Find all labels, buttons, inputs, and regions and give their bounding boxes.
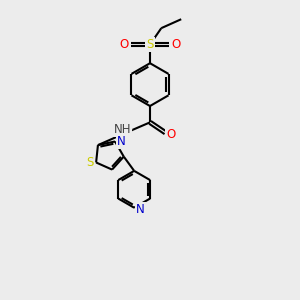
Text: O: O: [171, 38, 181, 51]
Text: O: O: [166, 128, 176, 141]
Text: S: S: [146, 38, 154, 51]
Text: O: O: [119, 38, 129, 51]
Text: NH: NH: [114, 123, 131, 136]
Text: S: S: [86, 156, 93, 169]
Text: N: N: [117, 135, 126, 148]
Text: N: N: [136, 203, 145, 216]
